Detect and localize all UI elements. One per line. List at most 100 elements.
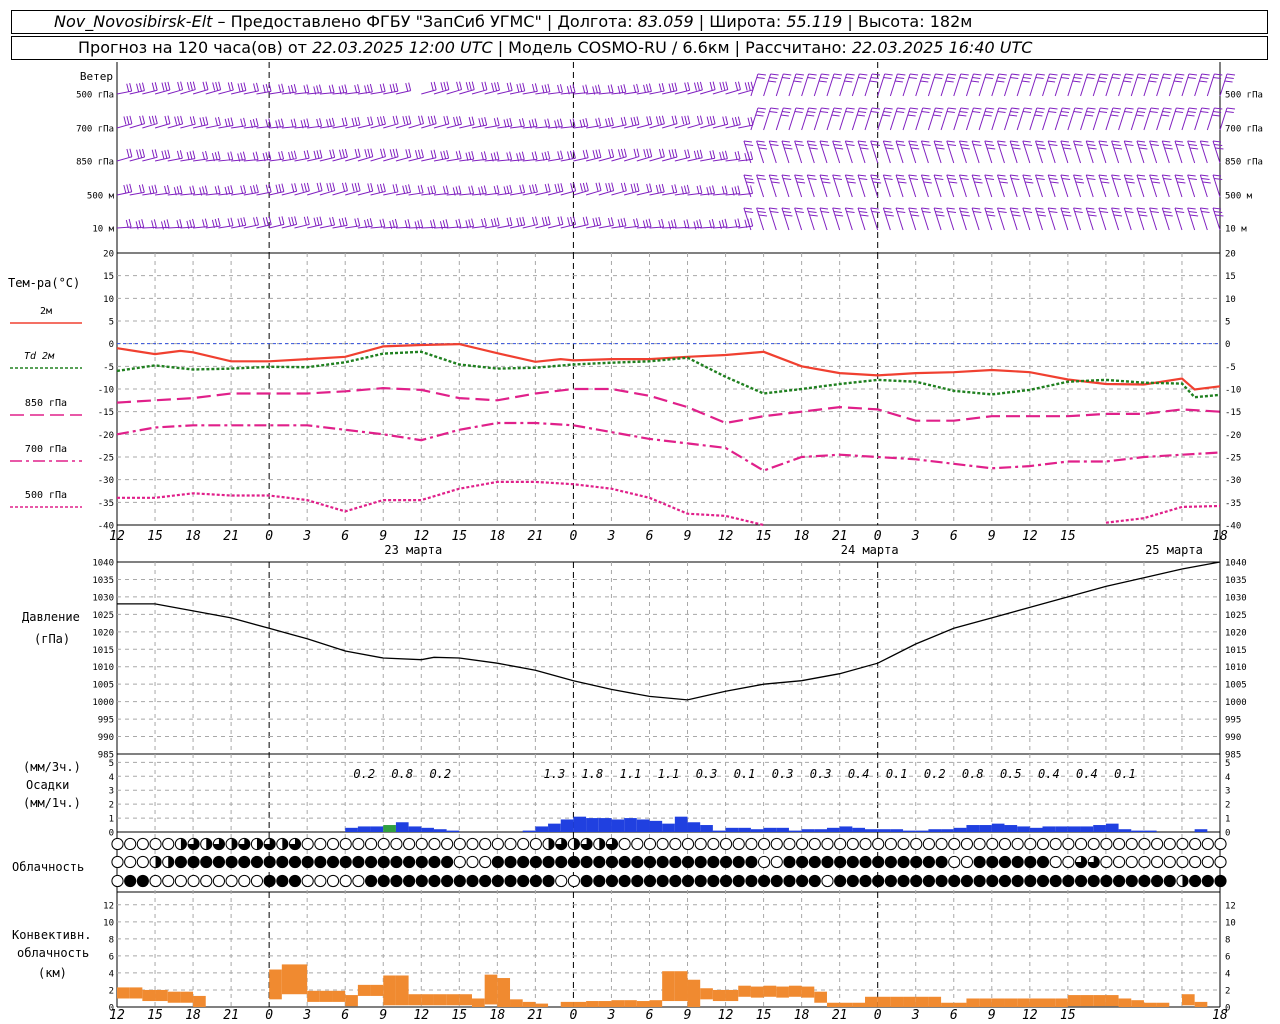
cloud-symbol <box>580 874 593 888</box>
wind-barb <box>256 118 272 129</box>
cloud-symbol <box>1049 874 1062 888</box>
wind-barb <box>421 219 436 229</box>
precip-bar <box>1042 826 1056 832</box>
precip-bar <box>1004 825 1018 832</box>
temp-line-1 <box>116 350 1221 399</box>
wind-level-right: 850 гПа <box>1225 158 1263 168</box>
wind-barb <box>332 84 348 95</box>
cloud-symbol <box>1163 874 1176 888</box>
pressure-line <box>117 561 1221 701</box>
cloud-symbol <box>352 837 365 851</box>
cloud-symbol <box>339 855 352 869</box>
wind-barb <box>1174 174 1186 198</box>
cloud-symbol <box>669 855 682 869</box>
cloud-symbol <box>453 855 466 869</box>
wind-barb <box>218 217 234 229</box>
cloud-symbol <box>314 837 327 851</box>
cloud-symbol <box>1163 837 1176 851</box>
wind-barb <box>895 140 906 164</box>
wind-barb <box>294 150 310 162</box>
cloud-symbol <box>732 855 745 869</box>
cloud-symbol <box>567 874 581 888</box>
temp-tick-right: 15 <box>1225 272 1236 282</box>
wind-barb <box>902 73 919 97</box>
cloud-symbol <box>1062 837 1075 851</box>
cloud-cover <box>111 837 1227 888</box>
wind-barb <box>192 116 209 129</box>
wind-barb <box>598 117 614 129</box>
cloud-symbol <box>238 874 251 888</box>
wind-barb <box>446 218 462 229</box>
wind-barb <box>624 83 640 95</box>
time-tick-bottom: 0 <box>569 1008 577 1023</box>
wind-barb <box>839 73 855 97</box>
cloud-symbol <box>453 874 466 888</box>
wind-barb <box>1092 73 1109 97</box>
time-tick-temp: 0 <box>569 529 577 544</box>
time-tick-bottom: 18 <box>185 1008 201 1023</box>
temp-title: Тем-ра(°C) <box>8 276 80 290</box>
wind-barb <box>256 183 272 196</box>
wind-barb <box>1212 207 1224 231</box>
wind-barb <box>484 117 500 129</box>
wind-barb <box>743 174 755 198</box>
cloud-symbol <box>149 837 162 851</box>
temp-legend-label: 500 гПа <box>25 490 67 501</box>
wind-barb <box>971 207 982 231</box>
conv-bar <box>877 996 891 1007</box>
cloud-symbol <box>1087 837 1100 851</box>
wind-barb <box>307 149 323 162</box>
time-tick-bottom: 21 <box>223 1008 239 1023</box>
temp-tick-left: 5 <box>109 318 114 328</box>
cloud-symbol <box>1100 855 1113 869</box>
wind-barb <box>877 107 893 131</box>
wind-barb <box>1067 107 1083 131</box>
cloud-symbol <box>922 874 936 888</box>
precip-bar <box>1194 829 1208 832</box>
wind-barb <box>433 150 450 162</box>
time-tick-temp: 15 <box>147 529 163 544</box>
wind-barb <box>585 182 602 196</box>
wind-barb <box>345 217 361 229</box>
wind-barb <box>497 184 513 196</box>
cloud-symbol <box>745 855 758 869</box>
wind-barb <box>560 182 577 196</box>
wind-barb <box>1047 174 1059 198</box>
precip-bar <box>687 822 701 832</box>
wind-barb <box>269 150 285 162</box>
cloud-symbol <box>504 837 517 851</box>
time-tick-temp: 18 <box>490 529 506 544</box>
cloud-symbol <box>935 874 948 888</box>
conv-bar <box>560 1001 574 1007</box>
wind-barb <box>471 116 488 129</box>
precip-bar <box>611 819 625 832</box>
wind-barb <box>940 107 957 131</box>
temp-tick-right: -5 <box>1225 363 1236 373</box>
temp-tick-right: 5 <box>1225 318 1230 328</box>
cloud-symbol <box>162 837 175 851</box>
time-tick-bottom: 9 <box>684 1008 692 1023</box>
cloud-symbol <box>466 855 479 869</box>
cloud-symbol <box>757 837 771 851</box>
wind-barb <box>319 84 335 95</box>
wind-barb <box>357 148 374 162</box>
time-tick-temp: 15 <box>451 529 467 544</box>
conv-bar <box>750 986 764 998</box>
wind-barb <box>421 149 437 162</box>
wind-barb <box>1067 73 1083 97</box>
wind-barb <box>522 118 538 129</box>
wind-barb <box>636 83 652 95</box>
wind-barb <box>167 219 183 229</box>
wind-barb <box>383 183 399 196</box>
conv-tick-right: 0 <box>1225 1004 1230 1014</box>
wind-barb <box>775 73 792 97</box>
cloud-symbol <box>377 837 390 851</box>
cloud-symbol <box>149 855 162 869</box>
wind-barb <box>1161 140 1173 164</box>
cloud-symbol <box>1011 855 1024 869</box>
conv-bar <box>624 1000 637 1007</box>
wind-barb <box>756 140 768 164</box>
precip-total: 0.4 <box>848 767 870 781</box>
wind-barb <box>395 82 412 95</box>
wind-barb <box>357 182 374 196</box>
